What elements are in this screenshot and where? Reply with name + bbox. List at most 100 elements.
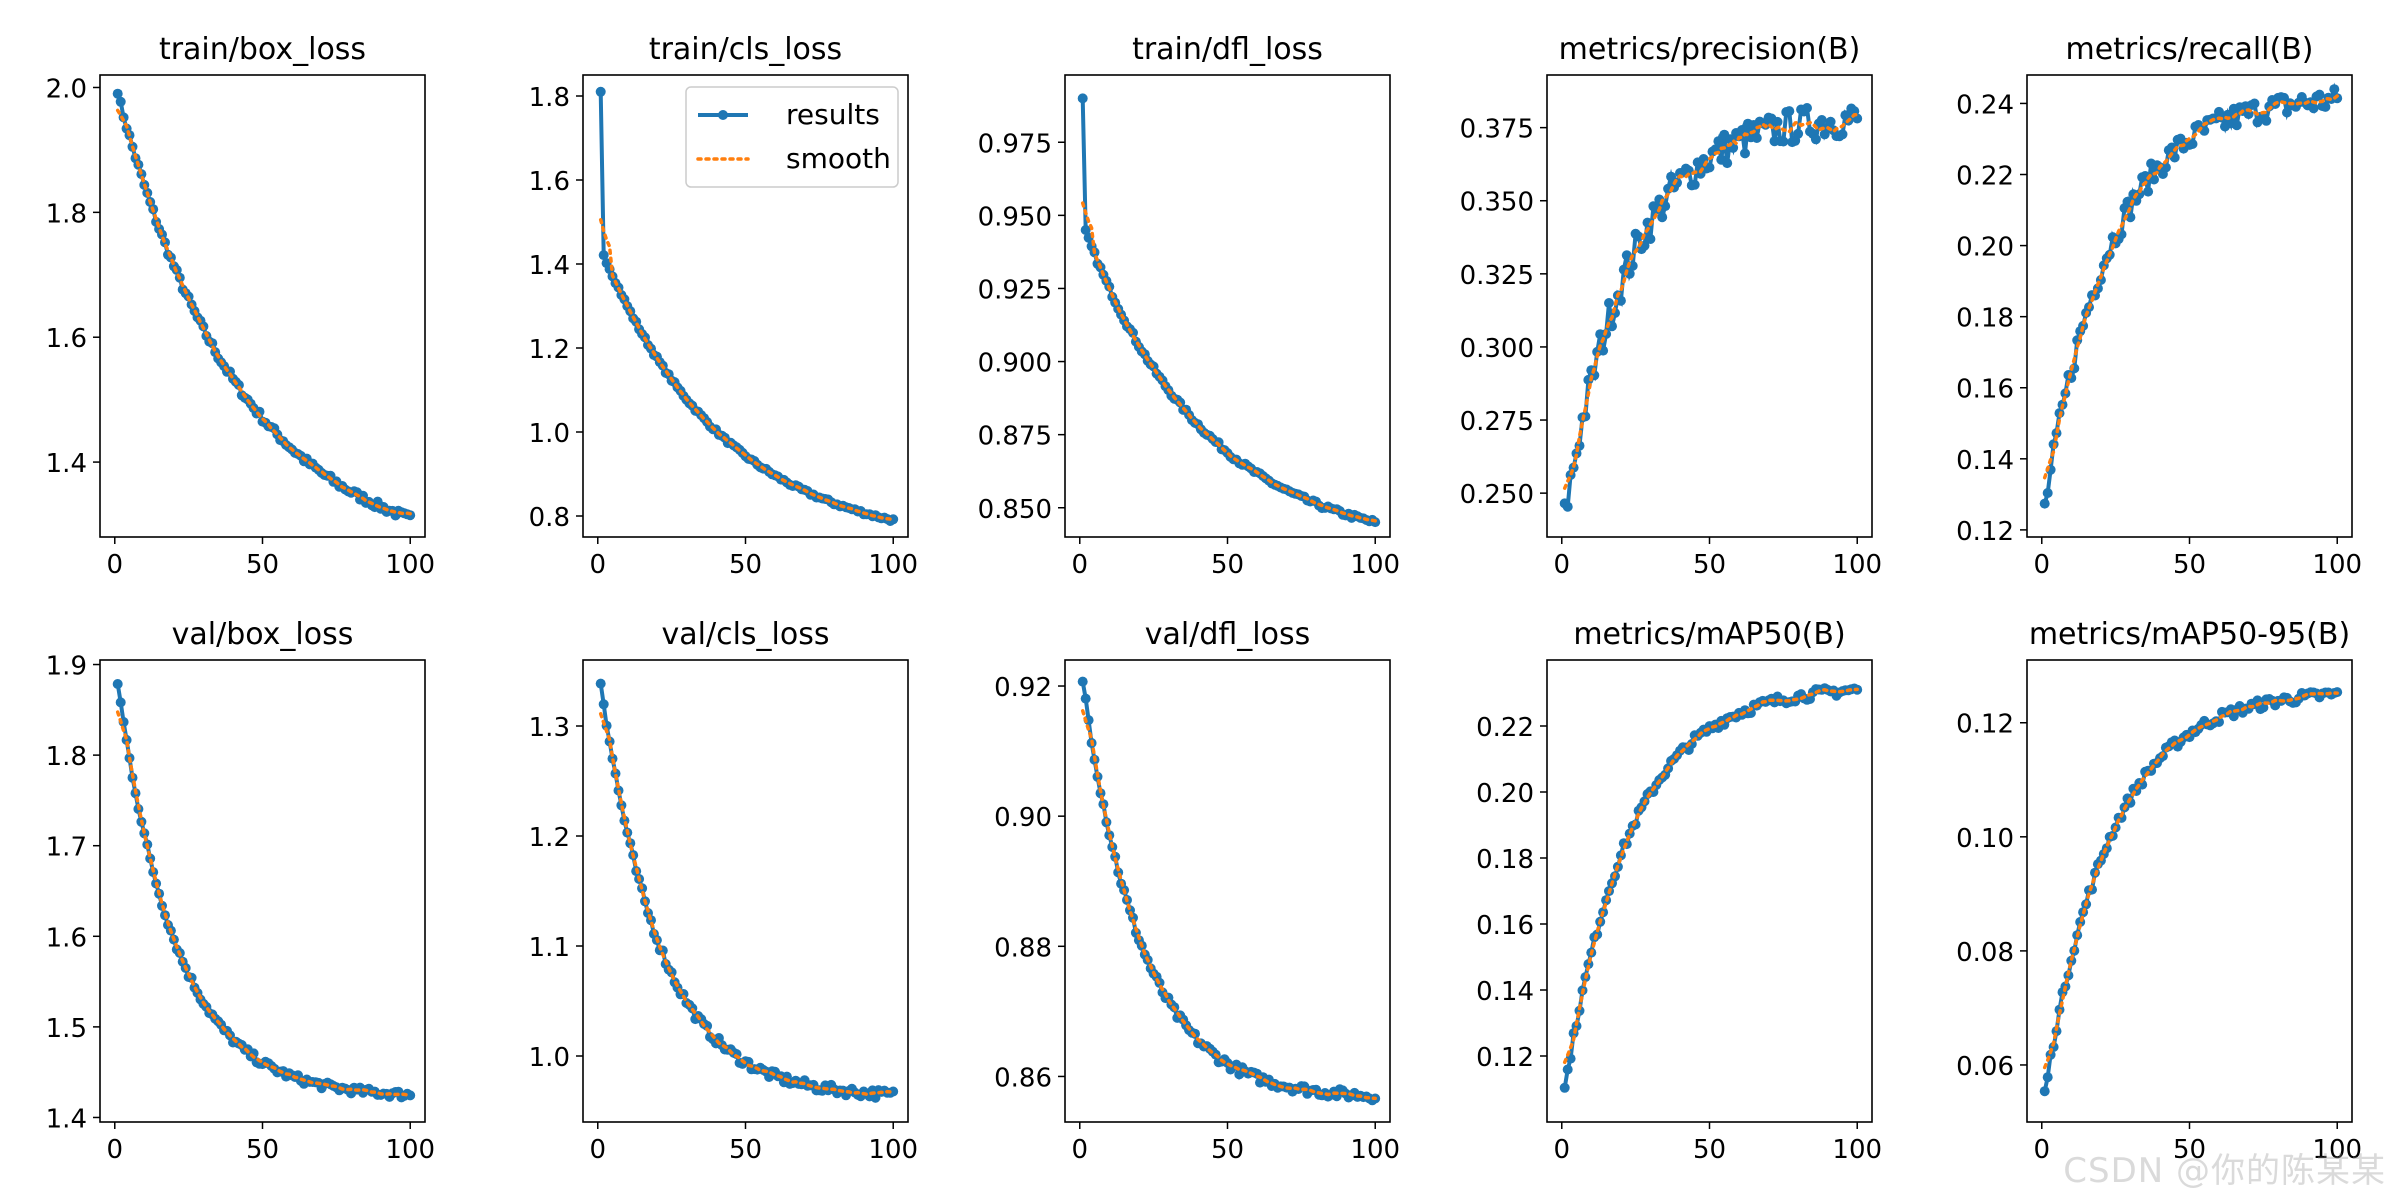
results-point xyxy=(1778,136,1789,147)
x-tick-label: 50 xyxy=(1211,550,1244,580)
y-tick-label: 0.875 xyxy=(978,422,1052,452)
results-point xyxy=(1825,116,1836,127)
results-point xyxy=(2320,101,2331,112)
y-tick-label: 0.325 xyxy=(1460,261,1534,291)
results-point xyxy=(595,678,606,689)
y-tick-label: 1.4 xyxy=(529,251,570,281)
x-tick-label: 50 xyxy=(1693,550,1726,580)
results-point xyxy=(2149,174,2159,185)
axes-frame xyxy=(2026,659,2353,1123)
y-tick-label: 0.350 xyxy=(1460,188,1534,218)
results-point xyxy=(1751,133,1762,143)
results-point xyxy=(598,699,609,710)
y-tick-label: 0.08 xyxy=(1956,938,2014,968)
x-tick-label: 100 xyxy=(2312,550,2362,580)
results-point xyxy=(888,1086,899,1097)
y-tick-label: 0.250 xyxy=(1460,480,1534,510)
subplot-title: metrics/precision(B) xyxy=(1559,32,1861,67)
y-tick-label: 0.925 xyxy=(978,275,1052,305)
y-tick-label: 0.10 xyxy=(1956,824,2014,854)
y-tick-label: 1.0 xyxy=(529,419,570,449)
y-tick-label: 0.22 xyxy=(1956,162,2014,192)
results-point xyxy=(1740,148,1750,159)
results-point xyxy=(888,514,899,525)
results-point xyxy=(2314,89,2325,100)
results-point xyxy=(1784,106,1795,117)
x-tick-label: 100 xyxy=(2312,1135,2362,1165)
results-point xyxy=(115,697,126,708)
results-point xyxy=(1704,162,1715,173)
y-tick-label: 1.9 xyxy=(46,652,87,682)
results-point xyxy=(1562,501,1573,512)
smooth-line xyxy=(1080,709,1377,1101)
results-point xyxy=(115,96,126,107)
results-point xyxy=(2039,1086,2050,1097)
results-point xyxy=(1571,448,1582,459)
x-tick-label: 50 xyxy=(729,1135,762,1165)
results-point xyxy=(112,88,123,99)
subplot-title: metrics/recall(B) xyxy=(2065,32,2313,67)
subplot-train-box-loss: train/box_loss 1.4 1.6 1.8 2.0 0 50 100 xyxy=(46,32,435,580)
subplot-val-box-loss: val/box_loss 1.4 1.5 1.6 1.7 1.8 1.9 0 50 100 xyxy=(46,617,435,1165)
y-tick-label: 1.4 xyxy=(46,1104,87,1134)
y-tick-label: 0.18 xyxy=(1956,304,2014,334)
smooth-line xyxy=(598,218,895,521)
results-point xyxy=(1802,103,1812,113)
subplot-title: metrics/mAP50-95(B) xyxy=(2029,617,2350,652)
results-point xyxy=(1604,298,1614,308)
y-tick-label: 1.6 xyxy=(46,923,87,953)
y-tick-label: 0.16 xyxy=(1956,375,2014,405)
y-tick-label: 0.975 xyxy=(978,129,1052,159)
results-line xyxy=(115,93,411,520)
results-point xyxy=(595,86,606,97)
results-point xyxy=(2125,212,2136,223)
subplot-title: val/dfl_loss xyxy=(1145,617,1310,652)
results-point xyxy=(1615,295,1626,306)
results-point xyxy=(2282,107,2292,118)
y-tick-label: 0.14 xyxy=(1476,977,1534,1007)
subplot-val-dfl-loss: val/dfl_loss 0.86 0.88 0.90 0.92 0 50 100 xyxy=(994,617,1400,1165)
results-point xyxy=(2332,93,2343,104)
results-point xyxy=(610,768,621,779)
results-point xyxy=(1077,93,1088,104)
x-tick-label: 100 xyxy=(868,550,918,580)
subplot-metrics-recall-b-: metrics/recall(B) 0.12 0.14 0.16 0.18 0.20 0.2… xyxy=(1956,32,2362,580)
y-tick-label: 0.20 xyxy=(1476,779,1534,809)
y-tick-label: 0.24 xyxy=(1956,90,2014,120)
y-tick-label: 0.12 xyxy=(1476,1043,1534,1073)
y-tick-label: 1.6 xyxy=(46,324,87,354)
y-tick-label: 0.275 xyxy=(1460,407,1534,437)
axes-frame xyxy=(99,659,426,1123)
results-point xyxy=(2042,488,2053,498)
subplot-title: val/box_loss xyxy=(172,617,354,652)
y-tick-label: 0.300 xyxy=(1460,334,1534,364)
results-point xyxy=(1633,231,1644,242)
smooth-line xyxy=(1562,112,1859,490)
x-tick-label: 50 xyxy=(246,1135,279,1165)
results-point xyxy=(2249,98,2260,109)
y-tick-label: 0.18 xyxy=(1476,845,1534,875)
axes-frame xyxy=(582,74,909,538)
x-tick-label: 50 xyxy=(2173,1135,2206,1165)
results-point xyxy=(2143,186,2154,197)
x-tick-label: 100 xyxy=(385,550,435,580)
subplot-title: train/box_loss xyxy=(159,32,366,67)
y-tick-label: 0.8 xyxy=(529,503,570,533)
results-point xyxy=(604,736,615,747)
results-point xyxy=(2308,103,2319,114)
results-point xyxy=(1657,212,1668,223)
y-tick-label: 0.900 xyxy=(978,349,1052,379)
legend-smooth-label: smooth xyxy=(786,142,891,175)
results-point xyxy=(2160,162,2171,173)
x-tick-label: 50 xyxy=(1693,1135,1726,1165)
x-tick-label: 0 xyxy=(2033,550,2050,580)
results-point xyxy=(1713,136,1724,147)
x-tick-label: 0 xyxy=(1071,1135,1088,1165)
results-point xyxy=(1810,134,1821,145)
y-tick-label: 0.20 xyxy=(1956,233,2014,263)
results-point xyxy=(1562,1064,1573,1075)
x-tick-label: 0 xyxy=(589,1135,606,1165)
y-tick-label: 1.8 xyxy=(46,742,87,772)
results-point xyxy=(1559,1082,1570,1093)
results-point xyxy=(1621,250,1632,261)
